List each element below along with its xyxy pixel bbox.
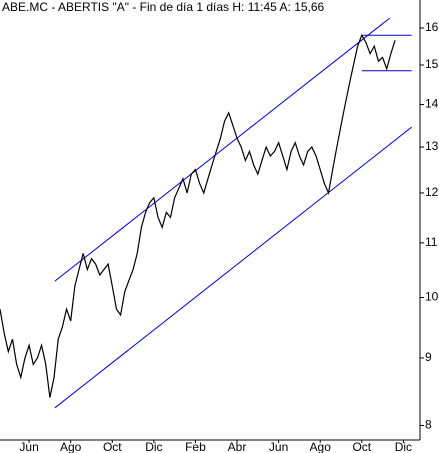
y-tick-label: 9 (425, 350, 432, 364)
y-tick-label: 13 (425, 139, 439, 153)
x-tick-label: Ago (310, 440, 332, 453)
trendline (54, 126, 412, 409)
y-tick-label: 11 (425, 235, 438, 249)
x-tick-label: Jun (19, 440, 38, 453)
x-tick-label: Feb (185, 440, 206, 453)
x-tick-label: Dic (395, 440, 412, 453)
y-tick-label: 8 (425, 418, 432, 432)
y-tick-label: 14 (425, 97, 439, 111)
price-line (0, 33, 396, 398)
y-tick-label: 15 (425, 57, 439, 71)
chart-title: ABE.MC - ABERTIS "A" - Fin de día 1 días… (2, 0, 325, 14)
x-tick-label: Jun (269, 440, 288, 453)
trendline (54, 17, 391, 282)
x-tick-label: Ago (60, 440, 82, 453)
x-tick-label: Abr (228, 440, 247, 453)
y-tick-label: 16 (425, 20, 439, 34)
y-tick-label: 10 (425, 290, 439, 304)
y-tick-label: 12 (425, 185, 439, 199)
x-tick-label: Oct (352, 440, 371, 453)
x-tick-label: Oct (103, 440, 122, 453)
x-tick-label: Dic (145, 440, 162, 453)
